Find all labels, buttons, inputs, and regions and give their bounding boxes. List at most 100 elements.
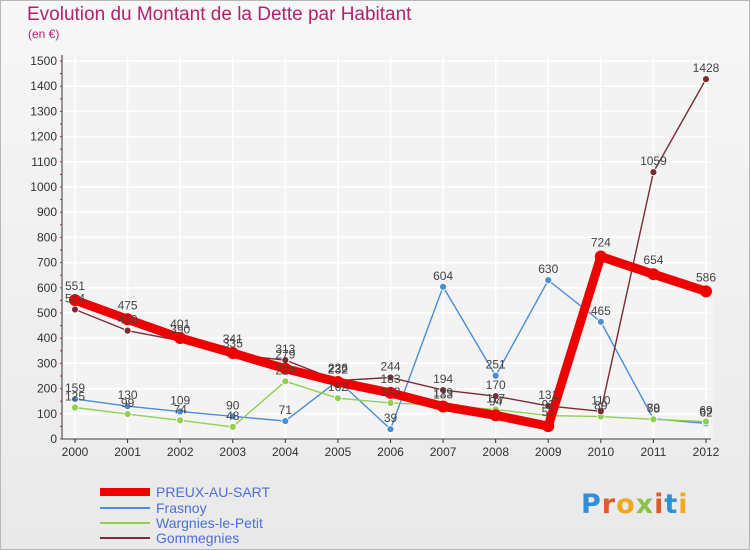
data-point-wargnies-le-petit <box>281 377 290 386</box>
data-label-frasnoy: 130 <box>118 388 138 402</box>
x-tick-label: 2012 <box>693 445 720 459</box>
data-label-frasnoy: 71 <box>279 403 293 417</box>
data-point-preux-au-sart <box>384 386 397 399</box>
x-tick-label: 2003 <box>219 445 246 459</box>
legend-swatch-wargnies-le-petit <box>100 522 150 524</box>
x-tick-label: 2009 <box>535 445 562 459</box>
legend-item-preux-au-sart: PREUX-AU-SART <box>100 484 350 500</box>
x-tick-label: 2001 <box>114 445 141 459</box>
data-point-frasnoy <box>176 407 185 416</box>
data-point-gommegnies <box>596 407 605 416</box>
legend-label-gommegnies: Gommegnies <box>156 530 240 546</box>
data-label-gommegnies: 390 <box>170 323 190 337</box>
x-tick-label: 2005 <box>325 445 352 459</box>
data-label-frasnoy: 232 <box>328 363 348 377</box>
legend-item-gommegnies: Gommegnies <box>100 530 350 546</box>
data-label-wargnies-le-petit: 78 <box>647 401 661 415</box>
x-tick-label: 2004 <box>272 445 299 459</box>
data-label-frasnoy: 630 <box>538 262 558 276</box>
data-point-preux-au-sart <box>594 250 607 263</box>
plot-area <box>62 55 713 439</box>
data-point-wargnies-le-petit <box>71 403 79 412</box>
data-label-gommegnies: 232 <box>328 363 348 377</box>
legend-label-frasnoy: Frasnoy <box>156 500 207 516</box>
data-label-preux-au-sart: 551 <box>65 279 85 293</box>
data-label-gommegnies: 170 <box>486 378 506 392</box>
y-tick-label: 600 <box>37 281 57 295</box>
data-point-wargnies-le-petit <box>649 415 658 424</box>
data-point-wargnies-le-petit <box>334 394 342 403</box>
x-tick-label: 2010 <box>587 445 614 459</box>
data-point-preux-au-sart <box>437 400 450 413</box>
x-tick-label: 2002 <box>167 445 194 459</box>
y-tick-label: 300 <box>37 356 57 370</box>
y-tick-label: 1200 <box>30 130 57 144</box>
data-point-gommegnies <box>386 373 395 382</box>
data-point-preux-au-sart <box>174 331 187 344</box>
data-label-frasnoy: 251 <box>486 358 506 372</box>
data-point-preux-au-sart <box>331 376 344 389</box>
data-label-wargnies-le-petit: 133 <box>433 387 453 401</box>
data-label-gommegnies: 194 <box>433 372 453 386</box>
data-point-gommegnies <box>71 305 79 314</box>
data-label-preux-au-sart: 654 <box>643 253 663 267</box>
data-label-gommegnies: 244 <box>380 360 400 374</box>
data-label-preux-au-sart: 94 <box>489 394 503 408</box>
y-tick-label: 700 <box>37 256 57 270</box>
data-label-wargnies-le-petit: 229 <box>275 363 295 377</box>
data-label-frasnoy: 109 <box>170 394 190 408</box>
data-label-preux-au-sart: 51 <box>542 405 556 419</box>
y-tick-label: 1000 <box>30 180 57 194</box>
data-label-wargnies-le-petit: 125 <box>65 390 85 404</box>
y-tick-label: 1100 <box>31 155 57 169</box>
data-label-wargnies-le-petit: 74 <box>173 402 187 416</box>
data-label-wargnies-le-petit: 162 <box>328 380 348 394</box>
data-label-frasnoy: 39 <box>384 411 398 425</box>
y-tick-label: 100 <box>37 407 57 421</box>
data-point-frasnoy <box>439 282 447 291</box>
y-tick-label: 1500 <box>30 54 57 68</box>
data-label-frasnoy: 604 <box>433 269 453 283</box>
data-point-wargnies-le-petit <box>702 417 710 426</box>
y-tick-label: 1300 <box>30 104 57 118</box>
legend-swatch-preux-au-sart <box>100 488 150 496</box>
data-point-frasnoy <box>71 395 79 403</box>
data-label-frasnoy: 90 <box>226 398 240 412</box>
legend-item-frasnoy: Frasnoy <box>100 500 350 516</box>
data-label-wargnies-le-petit: 48 <box>226 409 240 423</box>
y-tick-label: 0 <box>50 432 57 446</box>
x-tick-label: 2006 <box>377 445 404 459</box>
data-label-gommegnies: 110 <box>591 393 610 407</box>
logo-letter: i <box>654 489 665 520</box>
x-tick-label: 2007 <box>430 445 457 459</box>
data-label-wargnies-le-petit: 99 <box>121 396 135 410</box>
x-tick-label: 2011 <box>641 445 667 459</box>
data-label-gommegnies: 514 <box>65 291 85 305</box>
data-label-wargnies-le-petit: 143 <box>380 385 400 399</box>
data-label-preux-au-sart: 226 <box>328 361 348 375</box>
data-label-gommegnies: 1059 <box>640 154 667 168</box>
data-label-preux-au-sart: 183 <box>380 372 400 386</box>
data-point-wargnies-le-petit <box>123 410 132 418</box>
data-label-frasnoy: 80 <box>647 401 661 415</box>
data-label-gommegnies: 1428 <box>693 61 720 75</box>
y-tick-label: 1400 <box>30 79 57 93</box>
logo-letter: r <box>601 489 617 520</box>
y-tick-label: 200 <box>37 382 57 396</box>
logo-letter: i <box>678 489 689 520</box>
data-point-frasnoy <box>228 412 237 421</box>
chart-title: Evolution du Montant de la Dette par Hab… <box>27 4 412 25</box>
data-label-gommegnies: 131 <box>538 388 558 402</box>
data-point-preux-au-sart <box>279 362 292 375</box>
data-point-preux-au-sart <box>647 268 660 281</box>
data-label-frasnoy: 159 <box>65 381 85 395</box>
data-point-frasnoy <box>123 402 132 411</box>
data-point-frasnoy <box>281 417 290 426</box>
data-label-wargnies-le-petit: 117 <box>486 392 505 406</box>
data-point-preux-au-sart <box>489 409 502 422</box>
data-point-preux-au-sart <box>121 313 134 326</box>
legend-label-wargnies-le-petit: Wargnies-le-Petit <box>156 515 263 531</box>
x-tick-label: 2000 <box>62 445 89 459</box>
y-tick-label: 400 <box>37 331 57 345</box>
data-point-preux-au-sart <box>700 285 712 298</box>
